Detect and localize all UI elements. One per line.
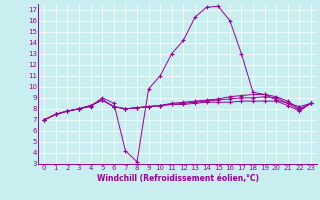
X-axis label: Windchill (Refroidissement éolien,°C): Windchill (Refroidissement éolien,°C) <box>97 174 259 183</box>
